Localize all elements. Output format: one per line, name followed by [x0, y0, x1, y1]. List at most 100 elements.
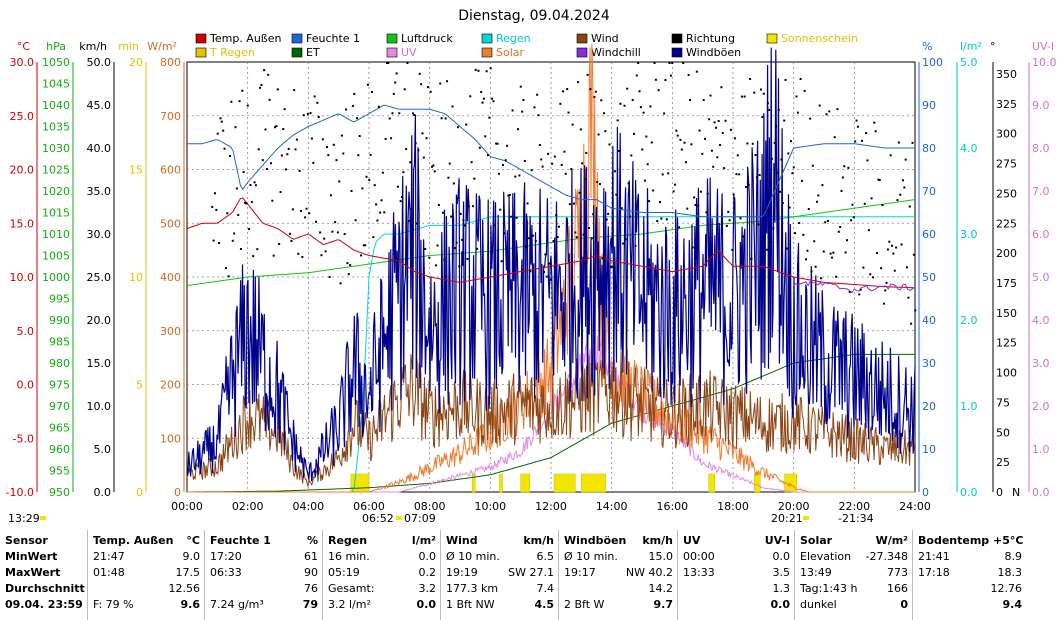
direction-dot [878, 179, 881, 182]
direction-dot [674, 183, 677, 186]
boeen-last: 9.7 [653, 598, 674, 611]
direction-dot [672, 190, 675, 193]
axis-tick-left: 1015 [42, 207, 70, 220]
direction-dot [353, 92, 356, 95]
series-line-windb-en [186, 47, 916, 482]
x-tick-label: 06:00 [353, 500, 385, 513]
uv-header: UV [683, 534, 701, 547]
direction-dot [304, 216, 307, 219]
direction-dot [724, 119, 727, 122]
direction-dot [783, 119, 786, 122]
direction-dot [317, 115, 320, 118]
direction-dot [555, 214, 558, 217]
legend-swatch [386, 47, 398, 58]
direction-dot [465, 123, 468, 126]
axis-tick-left: 0 [136, 486, 143, 499]
direction-dot [291, 208, 294, 211]
direction-dot [903, 186, 906, 189]
direction-dot [729, 128, 732, 131]
legend-label: Feuchte 1 [306, 32, 360, 45]
direction-dot [238, 100, 241, 103]
direction-dot [738, 173, 741, 176]
direction-dot [504, 159, 507, 162]
legend-swatch [576, 47, 588, 58]
direction-dot [650, 141, 653, 144]
statistics-footer: Sensor MinWert MaxWert Durchschnitt 09.0… [0, 530, 1063, 620]
sunshine-bar [499, 473, 503, 493]
direction-dot [497, 172, 500, 175]
direction-dot [557, 225, 560, 228]
direction-dot [267, 73, 270, 76]
direction-dot [766, 102, 769, 105]
direction-dot [852, 216, 855, 219]
direction-dot [298, 169, 301, 172]
legend-label: UV [401, 46, 417, 59]
direction-dot [429, 90, 432, 93]
direction-dot [282, 128, 285, 131]
direction-dot [234, 126, 237, 129]
axis-unit-left: hPa [46, 40, 66, 53]
uv-last: 0.0 [770, 598, 791, 611]
direction-dot [380, 199, 383, 202]
direction-dot [294, 148, 297, 151]
direction-dot [755, 176, 758, 179]
annotation-bottom-left: 13:29 [8, 512, 40, 525]
legend-label: Wind [591, 32, 619, 45]
direction-dot [526, 202, 529, 205]
sun-marker-set [803, 516, 809, 520]
direction-dot [914, 309, 917, 312]
direction-dot [484, 135, 487, 138]
direction-dot [785, 247, 788, 250]
axis-tick-right: 125 [996, 337, 1017, 350]
boeen-r2-label: 19:17 [564, 566, 596, 579]
axis-tick-left: 955 [49, 465, 70, 478]
axis-tick-left: 35.0 [87, 185, 112, 198]
axis-tick-right: 8.0 [1032, 142, 1050, 155]
direction-dot [340, 134, 343, 137]
direction-dot [622, 242, 625, 245]
legend-swatch [481, 33, 493, 44]
direction-dot [676, 134, 679, 137]
uv-unit: UV-I [764, 534, 790, 547]
direction-dot [645, 135, 648, 138]
direction-dot [754, 154, 757, 157]
axis-tick-right: 5.0 [960, 56, 978, 69]
direction-dot [861, 139, 864, 142]
axis-tick-right: 175 [996, 277, 1017, 290]
axis-tick-left: 0.0 [17, 379, 35, 392]
direction-dot [466, 257, 469, 260]
direction-dot [684, 161, 687, 164]
direction-dot [489, 67, 492, 70]
direction-dot [704, 137, 707, 140]
boden-r1-label: 21:41 [918, 550, 950, 563]
axis-tick-left: 1035 [42, 121, 70, 134]
direction-dot [321, 138, 324, 141]
direction-dot [309, 112, 312, 115]
direction-dot [235, 187, 238, 190]
legend-label: Richtung [686, 32, 735, 45]
axis-unit-left: °C [17, 40, 31, 53]
direction-dot [806, 249, 809, 252]
direction-dot [428, 256, 431, 259]
direction-dot [769, 241, 772, 244]
direction-dot [530, 169, 533, 172]
wind-unit: km/h [523, 534, 554, 547]
direction-dot [502, 164, 505, 167]
direction-dot [762, 92, 765, 95]
direction-dot [886, 248, 889, 251]
axis-tick-left: 1020 [42, 185, 70, 198]
direction-dot [773, 141, 776, 144]
axis-tick-right: 3.0 [1032, 357, 1050, 370]
legend-label: Sonnenschein [781, 32, 858, 45]
direction-dot [388, 117, 391, 120]
direction-dot [840, 189, 843, 192]
temp-max: 17.5 [175, 566, 201, 579]
direction-dot [794, 232, 797, 235]
direction-dot [679, 138, 682, 141]
feuchte-max: 90 [304, 566, 318, 579]
direction-dot [257, 148, 260, 151]
direction-dot [559, 102, 562, 105]
direction-dot [256, 248, 259, 251]
direction-dot [274, 126, 277, 129]
axis-tick-left: 10.0 [10, 271, 35, 284]
